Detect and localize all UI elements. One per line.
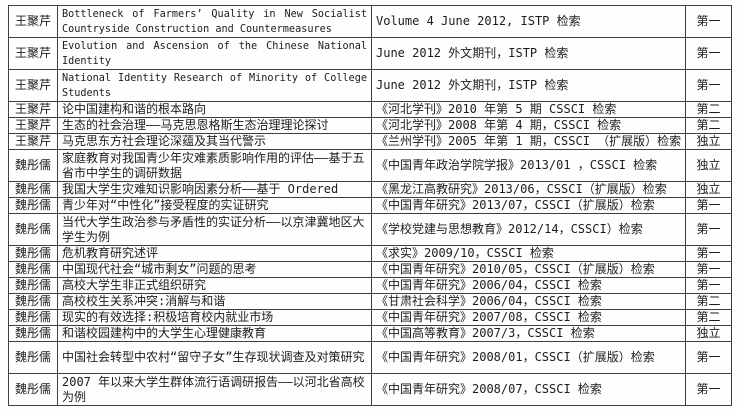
publication-cell: 《河北学刊》2010 年第 5 期 CSSCI 检索 bbox=[371, 101, 686, 118]
publication-cell: 《学校党建与思想教育》2012/14，CSSCI）检索 bbox=[371, 213, 686, 246]
table-row: 王聚芹 马克思东方社会理论深蕴及其当代警示 《兰州学刊》2005 年第 1 期，… bbox=[8, 133, 732, 150]
publication-cell: 《中国青年研究》2008/01，CSSCI（扩展版）检索 bbox=[371, 341, 686, 374]
author-cell: 魏彤儒 bbox=[8, 293, 58, 310]
title-cell: 我国大学生灾难知识影响因素分析——基于 Ordered bbox=[57, 181, 372, 198]
title-cell: 中国社会转型中农村“留守子女”生存现状调查及对策研究 bbox=[57, 341, 372, 374]
author-cell: 魏彤儒 bbox=[8, 309, 58, 326]
title-cell: 2007 年以来大学生群体流行语调研报告——以河北省高校为例 bbox=[57, 373, 372, 406]
rank-cell: 第一 bbox=[685, 69, 732, 102]
table-row: 魏彤儒 危机教育研究述评 《求实》2009/10，CSSCI 检索 第一 bbox=[8, 245, 732, 262]
author-cell: 魏彤儒 bbox=[8, 277, 58, 294]
rank-cell: 第一 bbox=[685, 5, 732, 38]
table-row: 魏彤儒 和谐校园建构中的大学生心理健康教育 《中国高等教育》2007/3，CSS… bbox=[8, 325, 732, 342]
author-cell: 魏彤儒 bbox=[8, 373, 58, 406]
author-cell: 王聚芹 bbox=[8, 69, 58, 102]
rank-cell: 独立 bbox=[685, 149, 732, 182]
publication-cell: 《河北学刊》2008 年第 4 期，CSSCI 检索 bbox=[371, 117, 686, 134]
title-cell: 生态的社会治理——马克思恩格斯生态治理理论探讨 bbox=[57, 117, 372, 134]
author-cell: 魏彤儒 bbox=[8, 213, 58, 246]
rank-cell: 独立 bbox=[685, 181, 732, 198]
title-cell: 马克思东方社会理论深蕴及其当代警示 bbox=[57, 133, 372, 150]
table-row: 魏彤儒 现实的有效选择:积极培育校内就业市场 《中国青年研究》2007/08，C… bbox=[8, 309, 732, 326]
table-row: 魏彤儒 当代大学生政治参与矛盾性的实证分析——以京津冀地区大学生为例 《学校党建… bbox=[8, 213, 732, 246]
rank-cell: 第二 bbox=[685, 309, 732, 326]
publication-cell: 《求实》2009/10，CSSCI 检索 bbox=[371, 245, 686, 262]
publication-cell: 《中国青年研究》2008/07，CSSCI 检索 bbox=[371, 373, 686, 406]
author-cell: 魏彤儒 bbox=[8, 245, 58, 262]
publication-cell: 《黑龙江高教研究》2013/06，CSSCI（扩展版）检索 bbox=[371, 181, 686, 198]
rank-cell: 第二 bbox=[685, 101, 732, 118]
author-cell: 王聚芹 bbox=[8, 37, 58, 70]
rank-cell: 第一 bbox=[685, 373, 732, 406]
publication-cell: 《中国青年研究》2010/05，CSSCI（扩展版）检索 bbox=[371, 261, 686, 278]
title-cell: 论中国建构和谐的根本路向 bbox=[57, 101, 372, 118]
rank-cell: 第一 bbox=[685, 277, 732, 294]
author-cell: 王聚芹 bbox=[8, 101, 58, 118]
author-cell: 魏彤儒 bbox=[8, 325, 58, 342]
author-cell: 魏彤儒 bbox=[8, 181, 58, 198]
publication-cell: 《兰州学刊》2005 年第 1 期，CSSCI （扩展版）检索 bbox=[371, 133, 686, 150]
title-cell: 青少年对“中性化”接受程度的实证研究 bbox=[57, 197, 372, 214]
title-cell: 家庭教育对我国青少年灾难素质影响作用的评估——基于五省市中学生的调研数据 bbox=[57, 149, 372, 182]
author-cell: 魏彤儒 bbox=[8, 197, 58, 214]
table-row: 魏彤儒 青少年对“中性化”接受程度的实证研究 《中国青年研究》2013/07，C… bbox=[8, 197, 732, 214]
rank-cell: 独立 bbox=[685, 325, 732, 342]
table-row: 魏彤儒 高校大学生非正式组织研究 《中国青年研究》2006/04，CSSCI 检… bbox=[8, 277, 732, 294]
publication-cell: 《中国青年研究》2006/04，CSSCI 检索 bbox=[371, 277, 686, 294]
title-cell: 和谐校园建构中的大学生心理健康教育 bbox=[57, 325, 372, 342]
table-row: 魏彤儒 家庭教育对我国青少年灾难素质影响作用的评估——基于五省市中学生的调研数据… bbox=[8, 149, 732, 182]
table-row: 王聚芹 Evolution and Ascension of the Chine… bbox=[8, 37, 732, 70]
title-cell: 高校校生关系冲突:消解与和谐 bbox=[57, 293, 372, 310]
title-cell: 现实的有效选择:积极培育校内就业市场 bbox=[57, 309, 372, 326]
publication-cell: 《甘肃社会科学》2006/04，CSSCI 检索 bbox=[371, 293, 686, 310]
table-row: 王聚芹 Bottleneck of Farmers’ Quality in Ne… bbox=[8, 5, 732, 38]
title-cell: Bottleneck of Farmers’ Quality in New So… bbox=[57, 5, 372, 38]
table-row: 魏彤儒 中国现代社会“城市剩女”问题的思考 《中国青年研究》2010/05，CS… bbox=[8, 261, 732, 278]
rank-cell: 独立 bbox=[685, 133, 732, 150]
publication-cell: June 2012 外文期刊，ISTP 检索 bbox=[371, 37, 686, 70]
table-row: 魏彤儒 我国大学生灾难知识影响因素分析——基于 Ordered 《黑龙江高教研究… bbox=[8, 181, 732, 198]
rank-cell: 第一 bbox=[685, 213, 732, 246]
title-cell: 中国现代社会“城市剩女”问题的思考 bbox=[57, 261, 372, 278]
rank-cell: 第二 bbox=[685, 117, 732, 134]
title-cell: 当代大学生政治参与矛盾性的实证分析——以京津冀地区大学生为例 bbox=[57, 213, 372, 246]
publication-cell: June 2012 外文期刊，ISTP 检索 bbox=[371, 69, 686, 102]
publication-cell: 《中国青年研究》2013/07，CSSCI（扩展版）检索 bbox=[371, 197, 686, 214]
publication-cell: 《中国青年政治学院学报》2013/01 ，CSSCI 检索 bbox=[371, 149, 686, 182]
table-row: 王聚芹 论中国建构和谐的根本路向 《河北学刊》2010 年第 5 期 CSSCI… bbox=[8, 101, 732, 118]
publication-cell: 《中国高等教育》2007/3，CSSCI 检索 bbox=[371, 325, 686, 342]
rank-cell: 第一 bbox=[685, 245, 732, 262]
publication-cell: Volume 4 June 2012, ISTP 检索 bbox=[371, 5, 686, 38]
publication-cell: 《中国青年研究》2007/08，CSSCI 检索 bbox=[371, 309, 686, 326]
table-row: 王聚芹 生态的社会治理——马克思恩格斯生态治理理论探讨 《河北学刊》2008 年… bbox=[8, 117, 732, 134]
title-cell: 高校大学生非正式组织研究 bbox=[57, 277, 372, 294]
author-cell: 魏彤儒 bbox=[8, 149, 58, 182]
author-cell: 魏彤儒 bbox=[8, 261, 58, 278]
table-row: 王聚芹 National Identity Research of Minori… bbox=[8, 69, 732, 102]
rank-cell: 第一 bbox=[685, 197, 732, 214]
author-cell: 王聚芹 bbox=[8, 5, 58, 38]
title-cell: 危机教育研究述评 bbox=[57, 245, 372, 262]
author-cell: 王聚芹 bbox=[8, 133, 58, 150]
table-row: 魏彤儒 中国社会转型中农村“留守子女”生存现状调查及对策研究 《中国青年研究》2… bbox=[8, 341, 732, 374]
table-row: 魏彤儒 高校校生关系冲突:消解与和谐 《甘肃社会科学》2006/04，CSSCI… bbox=[8, 293, 732, 310]
title-cell: National Identity Research of Minority o… bbox=[57, 69, 372, 102]
author-cell: 王聚芹 bbox=[8, 117, 58, 134]
rank-cell: 第一 bbox=[685, 37, 732, 70]
title-cell: Evolution and Ascension of the Chinese N… bbox=[57, 37, 372, 70]
author-cell: 魏彤儒 bbox=[8, 341, 58, 374]
rank-cell: 第一 bbox=[685, 261, 732, 278]
rank-cell: 第二 bbox=[685, 293, 732, 310]
publications-table: 王聚芹 Bottleneck of Farmers’ Quality in Ne… bbox=[8, 5, 732, 406]
table-row: 魏彤儒 2007 年以来大学生群体流行语调研报告——以河北省高校为例 《中国青年… bbox=[8, 373, 732, 406]
rank-cell: 第一 bbox=[685, 341, 732, 374]
